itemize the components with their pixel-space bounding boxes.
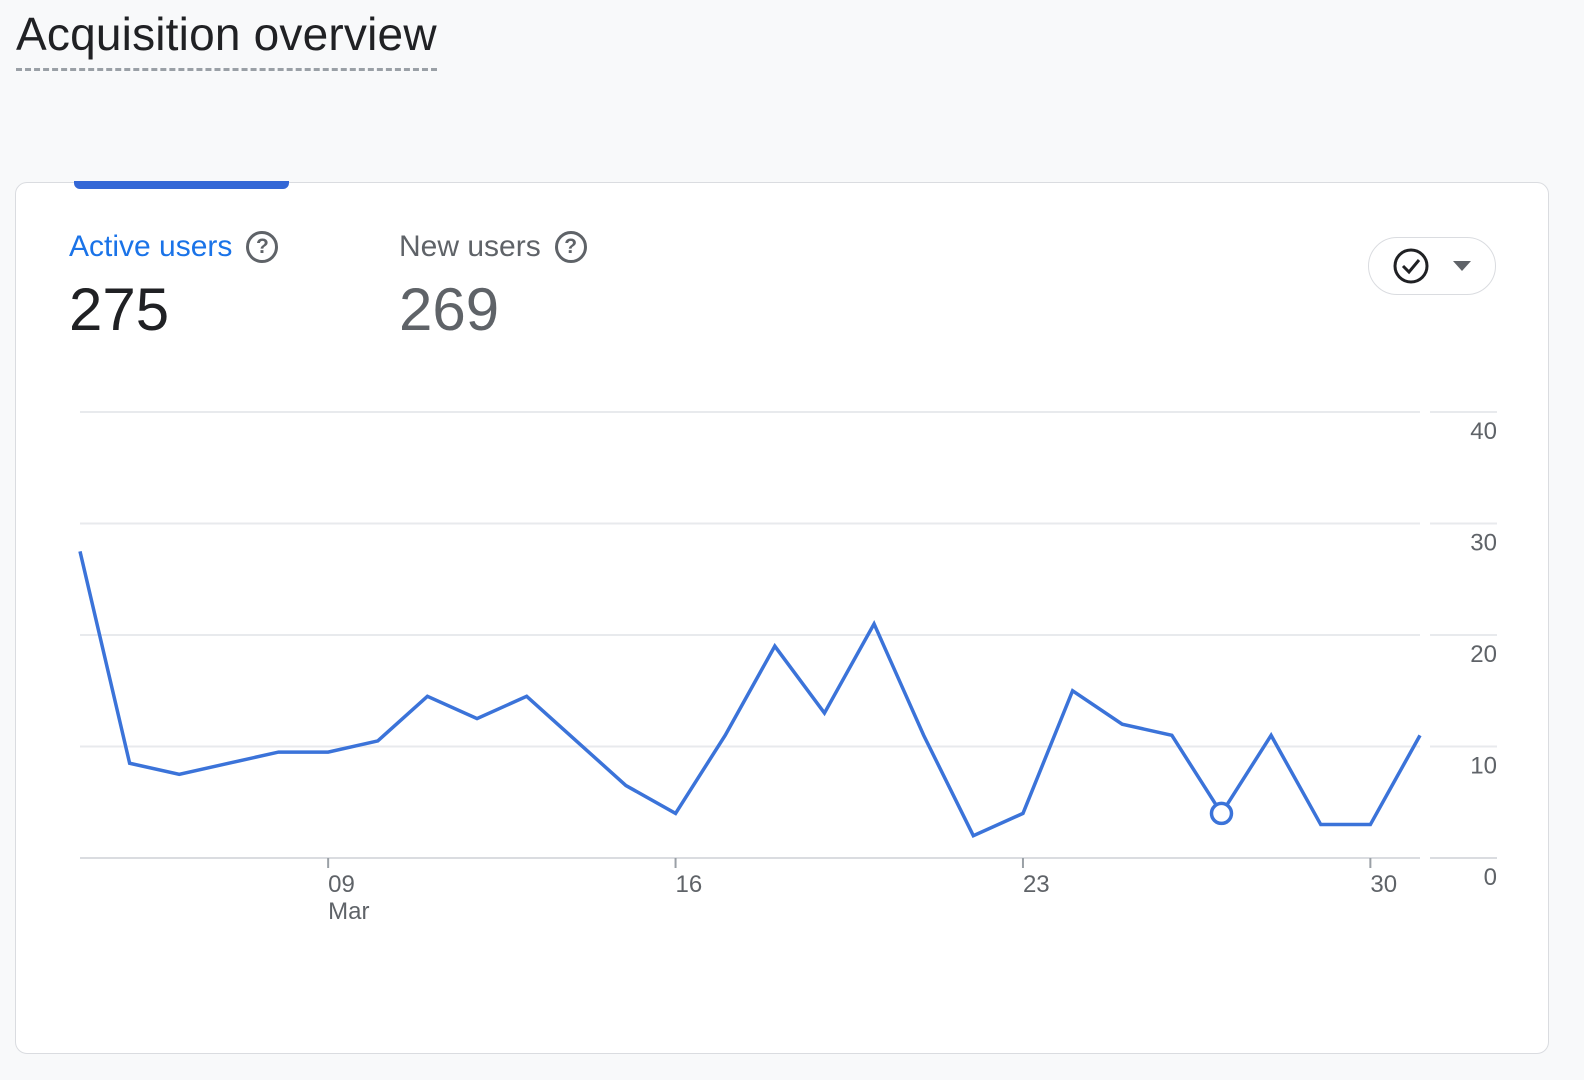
metric-value-new-users: 269 <box>399 276 500 343</box>
metrics-card: Active users ? 275 New users ? 269 <box>15 181 1549 1054</box>
help-circle-icon[interactable]: ? <box>246 231 279 263</box>
active-tab-indicator <box>74 181 289 189</box>
metric-label-new-users: New users <box>399 230 541 263</box>
tab-active-users[interactable]: Active users ? 275 <box>69 225 279 343</box>
check-circle-icon <box>1393 248 1429 284</box>
tab-new-users[interactable]: New users ? 269 <box>399 225 587 343</box>
arrow-drop-down-icon <box>1453 261 1471 271</box>
metric-value-active-users: 275 <box>69 276 170 343</box>
metric-label-active-users: Active users <box>69 230 233 263</box>
help-circle-icon[interactable]: ? <box>554 231 587 263</box>
compare-metrics-button[interactable] <box>1368 237 1496 295</box>
page-title: Acquisition overview <box>16 6 437 71</box>
